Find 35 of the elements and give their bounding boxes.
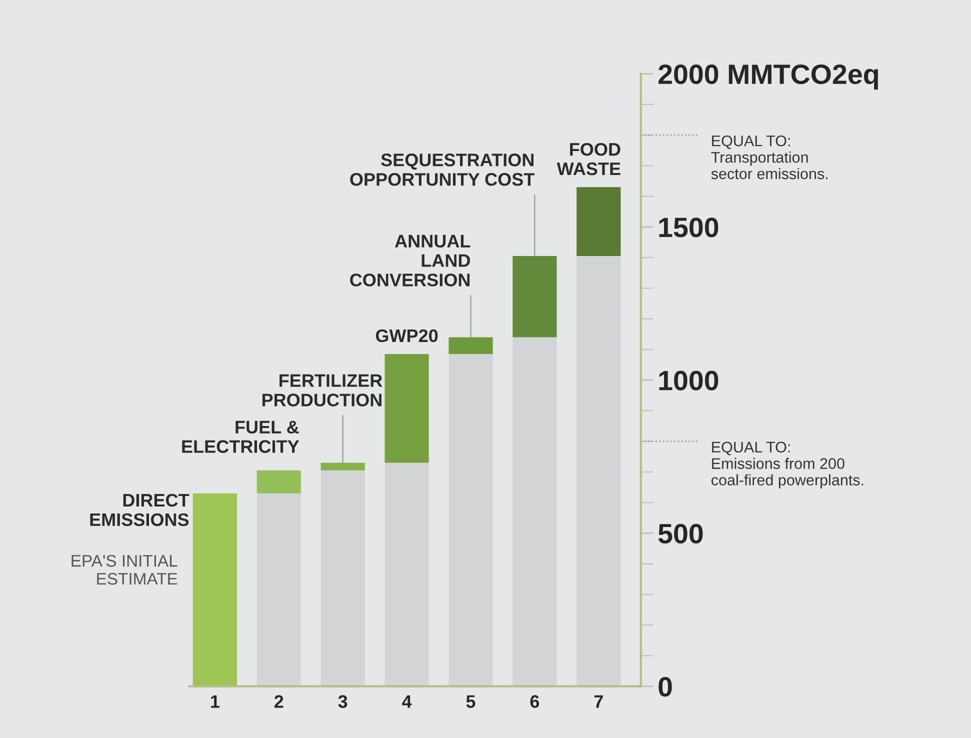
x-tick-label: 4 xyxy=(402,695,412,708)
annotation: DIRECT EMISSIONS xyxy=(90,494,190,526)
bar xyxy=(320,470,365,686)
bar xyxy=(448,337,493,354)
x-tick-label: 5 xyxy=(466,695,476,708)
y-tick-label: 2000 MMTCO2eq xyxy=(658,64,878,90)
x-tick-label: 7 xyxy=(594,695,603,708)
bar xyxy=(512,256,557,338)
annotation: FOOD WASTE xyxy=(556,142,620,176)
bar xyxy=(448,354,493,686)
annotation: ANNUAL LAND CONVERSION xyxy=(350,234,470,286)
annotation: FUEL & ELECTRICITY xyxy=(182,420,300,453)
bar xyxy=(384,354,429,463)
bar xyxy=(512,337,557,686)
y-tick-label: 1500 xyxy=(659,218,718,238)
annotation: SEQUESTRATION OPPORTUNITY COST xyxy=(350,154,535,186)
x-tick-label: 6 xyxy=(530,695,540,708)
x-tick-label: 1 xyxy=(211,695,220,708)
ref-line-label: EQUAL TO: Transportation sector emissions. xyxy=(711,135,828,180)
ref-line-label: EQUAL TO: Emissions from 200 coal-fired powerplants. xyxy=(711,442,864,488)
bar xyxy=(384,462,429,686)
bar xyxy=(256,470,301,494)
bar xyxy=(320,462,365,470)
bar xyxy=(256,493,301,686)
bar xyxy=(576,187,621,256)
annotation: GWP20 xyxy=(376,329,438,342)
x-tick-label: 2 xyxy=(274,695,284,708)
text: EPA'S INITIAL ESTIMATE xyxy=(72,554,178,585)
bar xyxy=(576,256,621,686)
y-tick-label: 500 xyxy=(658,524,703,544)
annotation: FERTILIZER PRODUCTION xyxy=(262,374,382,406)
y-tick-label: 1000 xyxy=(659,370,718,390)
x-tick-label: 3 xyxy=(338,695,348,708)
bar xyxy=(192,493,237,686)
y-tick-label: 0 xyxy=(658,677,672,697)
